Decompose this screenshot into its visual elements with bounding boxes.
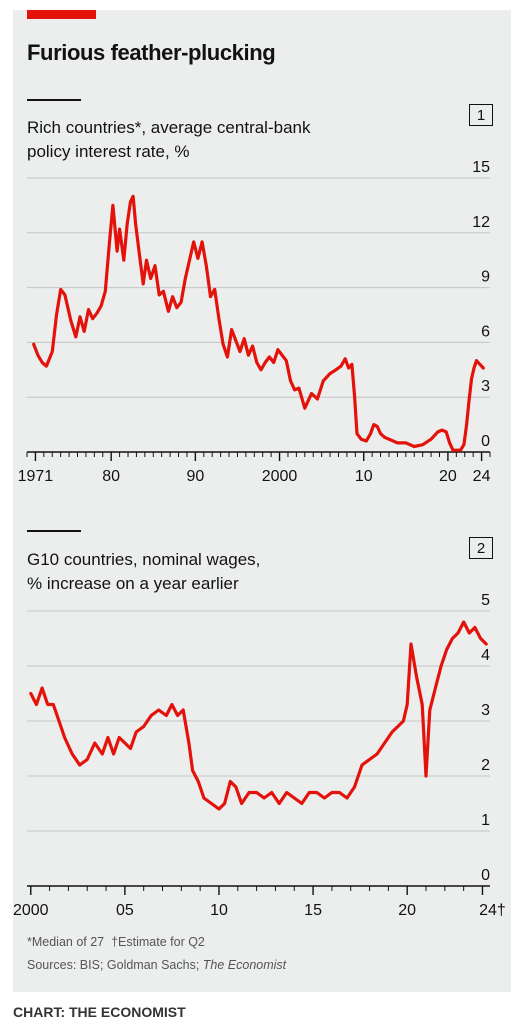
rate-x-tick-label: 90	[186, 468, 204, 485]
panel1-subtitle-line1: Rich countries*, average central-bank	[27, 118, 311, 137]
panel2-subtitle-line2: % increase on a year earlier	[27, 574, 239, 593]
rate-x-tick-label: 20	[439, 468, 457, 485]
wages-x-tick-label: 2000	[13, 902, 49, 919]
wages-series-line	[29, 620, 488, 811]
rate-y-tick-label: 3	[481, 378, 490, 395]
footnote-sources-text: Sources: BIS; Goldman Sachs;	[27, 958, 203, 972]
wages-chart: 0 1 2 3 4 5 2000 05 10 15 20 24†	[13, 592, 506, 919]
chart-credit: CHART: THE ECONOMIST	[13, 1004, 186, 1020]
panel2-number-badge: 2	[469, 537, 493, 559]
footnote-median: *Median of 27	[27, 935, 105, 949]
wages-x-tick-label: 24†	[479, 902, 506, 919]
wages-x-tick-label: 05	[116, 902, 134, 919]
wages-y-tick-label: 5	[481, 592, 490, 609]
panel1-subtitle: Rich countries*, average central-bank po…	[27, 116, 407, 164]
rate-x-tick-label: 10	[355, 468, 373, 485]
chart-title: Furious feather-plucking	[27, 40, 276, 65]
wages-x-tick-label: 15	[304, 902, 322, 919]
footnote-estimate: †Estimate for Q2	[111, 935, 205, 949]
interest-rate-chart: 0 3 6 9 12 15 1971 80 90 2000 10 20 24	[18, 159, 491, 485]
footnote-1: *Median of 27 †Estimate for Q2	[27, 932, 205, 952]
wages-y-tick-label: 3	[481, 702, 490, 719]
rate-x-tick-label: 80	[102, 468, 120, 485]
wages-y-tick-label: 1	[481, 812, 490, 829]
chart-card: Furious feather-plucking Rich countries*…	[13, 10, 511, 992]
footnote-sources-italic: The Economist	[202, 958, 287, 972]
panel2-subtitle-line1: G10 countries, nominal wages,	[27, 550, 261, 569]
rate-y-tick-label: 15	[472, 159, 490, 176]
panel1-subtitle-line2: policy interest rate, %	[27, 142, 190, 161]
panel1-number-badge: 1	[469, 104, 493, 126]
panel1-rule	[27, 99, 81, 101]
rate-y-tick-label: 9	[481, 269, 490, 286]
footnote-sources: Sources: BIS; Goldman Sachs; The Economi…	[27, 955, 286, 975]
brand-red-bar	[27, 10, 96, 19]
rate-x-tick-label: 1971	[18, 468, 54, 485]
wages-y-tick-label: 4	[481, 647, 490, 664]
rate-y-tick-label: 12	[472, 214, 490, 231]
panel2-subtitle: G10 countries, nominal wages, % increase…	[27, 548, 407, 596]
rate-x-tick-label: 2000	[262, 468, 298, 485]
wages-x-tick-label: 10	[210, 902, 228, 919]
rate-x-tick-label: 24	[473, 468, 491, 485]
wages-y-tick-label: 0	[481, 867, 490, 884]
panel2-rule	[27, 530, 81, 532]
wages-y-tick-label: 2	[481, 757, 490, 774]
rate-series-line	[32, 194, 485, 452]
rate-y-tick-label: 0	[481, 433, 490, 450]
wages-x-tick-label: 20	[398, 902, 416, 919]
rate-y-tick-label: 6	[481, 323, 490, 340]
